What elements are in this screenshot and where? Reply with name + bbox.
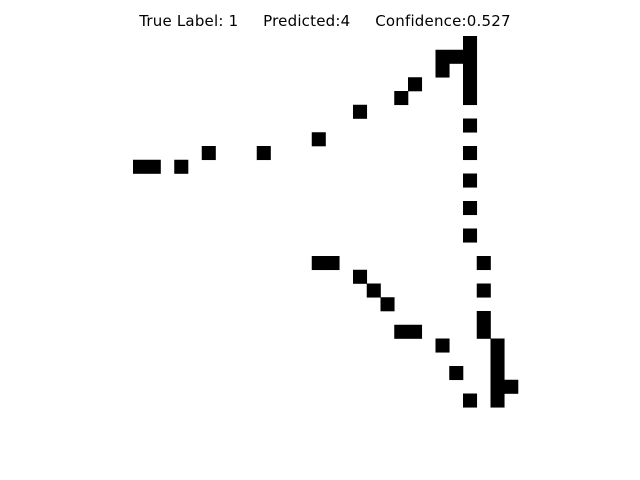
digit-pixel	[463, 36, 478, 51]
digit-pixel	[463, 146, 478, 161]
digit-pixel	[353, 104, 368, 119]
digit-pixel	[201, 146, 216, 161]
digit-pixel	[435, 49, 450, 64]
digit-pixel	[476, 324, 491, 339]
digit-pixel	[449, 49, 464, 64]
digit-pixel	[353, 269, 368, 284]
digit-pixel	[463, 201, 478, 216]
digit-pixel	[463, 77, 478, 92]
digit-pixel	[476, 283, 491, 298]
digit-pixel	[174, 159, 189, 174]
digit-pixel	[490, 393, 505, 408]
digit-pixel	[504, 379, 519, 394]
digit-pixel	[256, 146, 271, 161]
digit-pixel	[394, 91, 409, 106]
digit-pixel	[463, 63, 478, 78]
digit-pixel	[146, 159, 161, 174]
digit-pixel	[435, 63, 450, 78]
digit-pixel	[490, 366, 505, 381]
digit-pixel	[380, 297, 395, 312]
digit-pixel	[476, 256, 491, 271]
digit-pixel	[435, 338, 450, 353]
digit-pixel	[394, 324, 409, 339]
digit-pixel	[366, 283, 381, 298]
digit-pixel	[449, 366, 464, 381]
digit-pixel	[463, 228, 478, 243]
digit-pixel	[490, 352, 505, 367]
digit-pixel	[133, 159, 148, 174]
digit-pixel	[325, 256, 340, 271]
digit-pixel	[463, 91, 478, 106]
digit-pixel	[408, 324, 423, 339]
figure-title: True Label: 1 Predicted:4 Confidence:0.5…	[139, 12, 511, 30]
digit-pixel	[476, 311, 491, 326]
digit-pixel	[408, 77, 423, 92]
digit-pixel	[490, 338, 505, 353]
digit-pixel	[490, 379, 505, 394]
digit-pixel	[463, 118, 478, 133]
digit-pixel	[311, 132, 326, 147]
digit-pixel	[463, 393, 478, 408]
digit-pixel	[311, 256, 326, 271]
digit-pixel	[463, 49, 478, 64]
digit-pixel	[463, 173, 478, 188]
